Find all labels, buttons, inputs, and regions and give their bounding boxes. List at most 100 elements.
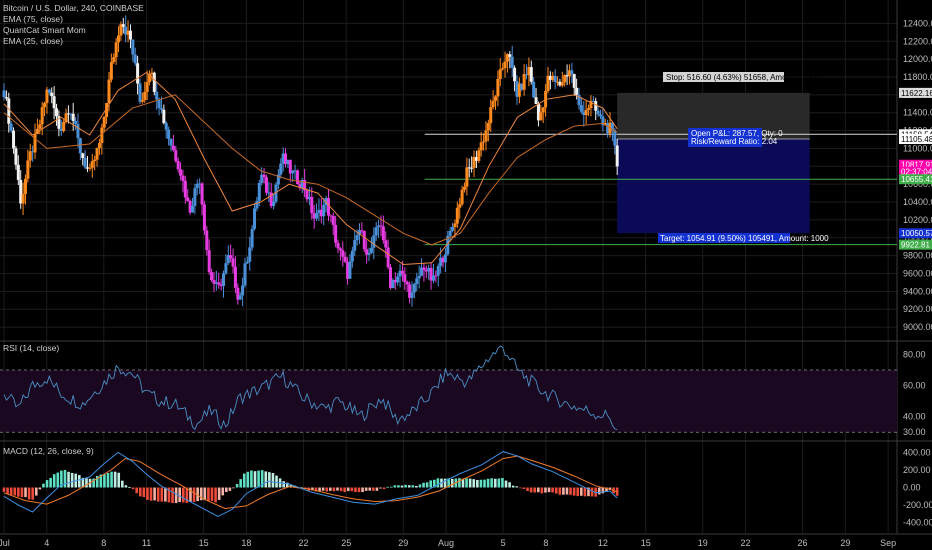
candle-body [486,123,490,131]
price-tag-label: 10050.57 [901,229,932,238]
y-tick-label: 9800.00 [903,251,932,261]
legend-ema-75[interactable]: EMA (75, close) [3,14,63,24]
candle-body [515,81,519,97]
candle-body [560,82,564,86]
candle-body [286,159,290,165]
macd-hist-bar [185,487,189,503]
pnl-label-line2: Risk/Reward Ratio: 2.04 [691,137,778,146]
candle-body [503,61,507,69]
macd-y-tick: -400.00 [903,518,932,528]
candle-body [358,230,362,236]
candle-body [186,197,190,201]
candle-body [43,103,47,108]
macd-hist-bar [6,487,9,494]
candle-body [226,255,230,264]
macd-y-tick: 400.00 [903,448,931,458]
candle-body [121,24,125,27]
x-tick-label: Jul [0,538,10,548]
candle-body [434,275,438,277]
candle-body [140,100,144,102]
candle-body [520,83,524,90]
candle-body [293,170,297,172]
candle-body [31,151,35,153]
candle-body [97,143,101,149]
macd-hist-bar [300,487,303,489]
macd-hist-bar [493,478,497,488]
candle-body [348,261,352,279]
candle-body [231,258,235,267]
candle-body [66,113,70,115]
candle-body [71,113,75,121]
macd-pane[interactable] [2,451,619,517]
candle-body [505,54,509,62]
candle-body [212,280,216,284]
x-tick-label: 12 [598,538,608,548]
price-pane[interactable] [2,15,898,307]
macd-hist-bar [554,487,558,494]
candle-body [14,148,18,165]
macd-hist-bar [253,471,257,488]
macd-hist-bar [580,487,583,496]
candle-body [410,292,414,298]
candle-body [353,240,357,251]
candle-body [95,148,99,160]
x-tick-label: 11 [142,538,151,548]
candle-body [389,267,393,289]
price-tag-label: 10655.41 [901,175,932,184]
stop-label[interactable]: Stop: 516.60 (4.63%) 51658, Amount: 1000 [663,72,820,82]
legend-smart-mom[interactable]: QuantCat Smart Mom [3,25,86,35]
legend-symbol[interactable]: Bitcoin / U.S. Dollar, 240, COINBASE [3,3,144,13]
candle-body [446,235,450,255]
candle-body [443,254,447,263]
candle-body [412,283,416,293]
macd-hist-bar [508,482,511,488]
candle-body [362,230,366,250]
macd-hist-bar [81,477,85,488]
candle-body [539,112,543,121]
candle-body [484,130,488,142]
target-label-text: Target: 1054.91 (9.50%) 105491, Amount: … [660,234,829,243]
macd-hist-bar [103,474,106,488]
macd-hist-bar [110,471,113,488]
macd-hist-bar [393,485,397,488]
x-tick-label: 15 [641,538,651,548]
candle-body [162,109,166,124]
macd-hist-bar [189,487,192,502]
macd-hist-bar [271,473,275,488]
macd-line [3,451,618,517]
candle-body [482,141,486,143]
macd-hist-bar [260,470,264,488]
candle-body [272,201,276,207]
candle-body [346,261,350,279]
legend-rsi[interactable]: RSI (14, close) [3,343,59,353]
candle-body [460,189,464,205]
rsi-pane[interactable] [0,345,897,433]
candle-body [112,57,116,63]
macd-hist-bar [228,487,232,491]
candle-body [88,167,92,169]
macd-y-tick: 200.00 [903,465,931,475]
candle-body [322,205,326,217]
candle-body [567,70,571,77]
target-label[interactable]: Target: 1054.91 (9.50%) 105491, Amount: … [658,233,829,243]
candle-body [253,208,257,229]
price-tag-label: 9922.81 [901,241,930,250]
macd-hist-bar [569,487,572,495]
legend-ema-25[interactable]: EMA (25, close) [3,36,63,46]
macd-hist-bar [160,487,164,502]
candle-body [491,100,495,108]
candle-body [78,138,82,154]
macd-hist-bar [476,479,479,488]
pnl-label[interactable]: Open P&L: 287.57, Qty: 0 Risk/Reward Rat… [688,128,783,147]
candle-body [171,145,175,151]
macd-hist-bar [121,480,124,488]
candle-body [355,235,359,241]
legend-macd[interactable]: MACD (12, 26, close, 9) [3,446,94,456]
macd-hist-bar [490,478,493,488]
x-tick-label: 8 [543,538,548,548]
macd-hist-bar [95,475,99,488]
macd-hist-bar [113,471,117,488]
candle-body [9,123,13,131]
macd-hist-bar [332,487,336,492]
